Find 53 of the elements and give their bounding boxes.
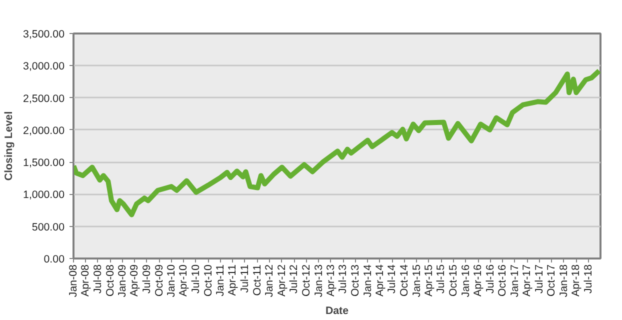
y-tick-label: 2,500.00 (23, 92, 65, 105)
x-tick-label: Jul-11 (238, 264, 251, 293)
x-tick-label: Apr-11 (226, 264, 239, 296)
y-tick-label: 1,000.00 (23, 189, 65, 202)
x-tick-label: Jan-09 (116, 264, 129, 298)
x-tick-label: Jul-15 (435, 264, 448, 294)
x-tick-label: Jul-12 (288, 264, 300, 294)
x-tick-label: Oct-13 (349, 264, 362, 296)
x-tick-label: Jan-11 (214, 264, 227, 296)
x-tick-label: Apr-08 (80, 264, 92, 296)
x-tick-label: Jan-08 (68, 264, 80, 298)
x-tick-label: Jan-10 (166, 264, 178, 298)
x-tick-label: Oct-15 (447, 264, 460, 296)
x-tick-label: Jan-17 (508, 264, 521, 298)
x-tick-label: Apr-14 (374, 264, 386, 296)
x-tick-label: Apr-15 (422, 264, 435, 296)
x-tick-label: Oct-16 (496, 264, 509, 296)
x-tick-label: Jan-16 (460, 264, 472, 298)
x-tick-label: Apr-09 (128, 264, 141, 296)
x-tick-label: Apr-12 (276, 264, 288, 296)
x-tick-label: Jul-08 (92, 264, 104, 294)
x-tick-label: Jul-13 (337, 264, 350, 294)
x-tick-label: Oct-08 (104, 264, 116, 296)
x-tick-label: Jul-09 (140, 264, 153, 294)
x-tick-label: Jul-16 (484, 264, 496, 294)
x-tick-label: Jan-14 (362, 264, 374, 298)
x-tick-label: Oct-09 (153, 264, 166, 296)
y-axis-title: Closing Level (3, 111, 16, 181)
x-axis-title: Date (325, 305, 349, 318)
x-tick-label: Oct-10 (202, 264, 214, 296)
y-tick-label: 3,000.00 (23, 60, 65, 73)
x-tick-label: Apr-17 (521, 264, 534, 296)
x-tick-label: Jul-14 (386, 264, 398, 294)
y-tick-label: 1,500.00 (23, 157, 65, 170)
x-tick-label: Jan-13 (312, 264, 325, 298)
x-tick-label: Oct-17 (546, 264, 558, 296)
x-tick-label: Apr-18 (570, 264, 582, 296)
x-tick-label: Oct-14 (398, 264, 410, 296)
x-tick-label: Apr-16 (472, 264, 484, 296)
x-tick-label: Oct-11 (251, 264, 264, 296)
x-tick-label: Apr-10 (178, 264, 190, 296)
x-tick-label: Jul-10 (190, 264, 202, 294)
x-tick-label: Apr-13 (324, 264, 337, 296)
y-tick-label: 3,500.00 (23, 28, 65, 40)
x-tick-label: Jul-17 (533, 264, 546, 294)
x-tick-label: Jul-18 (582, 264, 594, 294)
x-tick-label: Jan-12 (264, 264, 276, 298)
x-tick-label: Oct-12 (300, 264, 312, 296)
y-tick-label: 2,000.00 (23, 124, 65, 137)
x-tick-label: Jan-15 (410, 264, 423, 298)
x-tick-label: Jan-18 (558, 264, 570, 298)
y-tick-label: 500.00 (32, 221, 65, 234)
y-tick-label: 0.00 (44, 254, 65, 266)
